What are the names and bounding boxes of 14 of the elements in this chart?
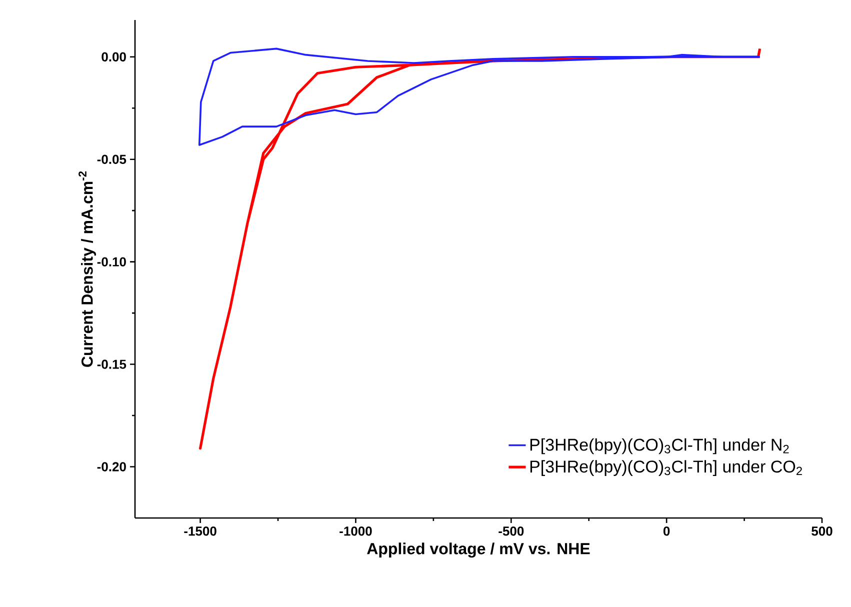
y-tick-label: -0.20 xyxy=(97,462,126,472)
x-tick-label: 0 xyxy=(663,526,670,536)
legend-label: P[3HRe(bpy)(CO)$_{3}$Cl-Th] under N$_{2}$ xyxy=(530,438,789,454)
legend-label: P[3HRe(bpy)(CO)$_{3}$Cl-Th] under CO$_{2}$ xyxy=(530,460,802,476)
x-tick-label: -500 xyxy=(498,526,524,536)
x-tick-label: 500 xyxy=(812,526,832,536)
y-tick-label: -0.15 xyxy=(97,360,126,369)
y-tick-label: -0.10 xyxy=(97,257,126,266)
x-tick-label: -1000 xyxy=(340,526,372,536)
y-tick-label: 0.00 xyxy=(102,52,126,62)
x-axis-title: Applied voltage / mV vs. NHE xyxy=(367,542,590,558)
y-axis-title: Current Density / mA.cm$^{-2}$ xyxy=(78,171,96,367)
x-tick-label: -1500 xyxy=(184,526,216,536)
y-tick-label: -0.05 xyxy=(97,154,126,164)
